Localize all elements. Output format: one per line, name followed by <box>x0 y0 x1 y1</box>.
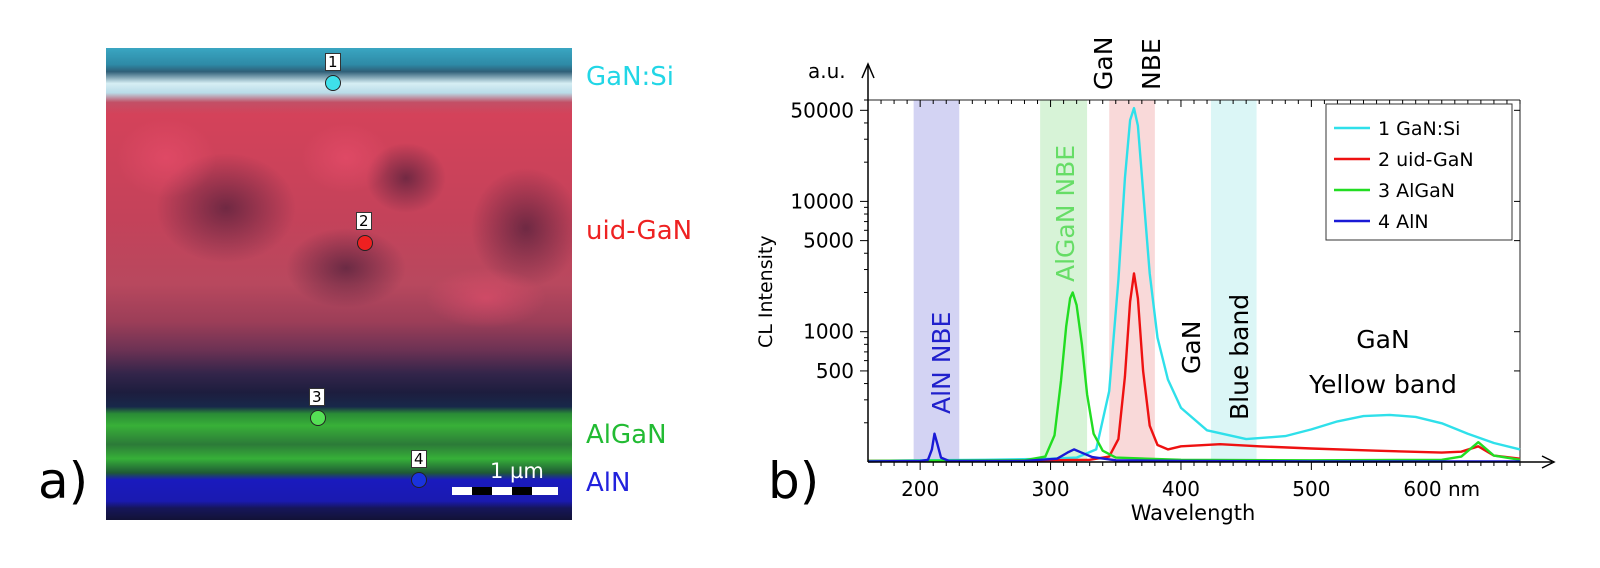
y-tick-label-10000: 10000 <box>790 189 854 213</box>
x-tick-label-300: 300 <box>1031 477 1069 501</box>
marker-2-dot <box>357 235 373 251</box>
legend-label-1: 1 GaN:Si <box>1378 118 1460 140</box>
legend: 1 GaN:Si 2 uid-GaN 3 AlGaN 4 AlN <box>1325 103 1513 241</box>
gan-nbe-annotation-line1: GaN <box>1089 37 1118 90</box>
layer-label-gan-si: GaN:Si <box>586 62 675 92</box>
legend-label-4: 4 AlN <box>1378 211 1429 233</box>
series-line-4 <box>867 432 1520 463</box>
marker-3-label: 3 <box>309 388 325 406</box>
gan-nbe-annotation-line2: NBE <box>1137 38 1166 90</box>
highlight-band-4 <box>1210 100 1257 462</box>
marker-2-label: 2 <box>356 212 372 230</box>
cl-color-map <box>106 48 572 520</box>
algan-nbe-annotation: AlGaN NBE <box>1051 145 1080 282</box>
x-axis-label: Wavelength <box>1131 501 1256 525</box>
y-axis-label: CL Intensity <box>755 235 777 348</box>
highlight-band-1 <box>913 100 960 462</box>
layer-label-algan: AlGaN <box>586 420 667 450</box>
layer-label-aln: AlN <box>586 468 631 498</box>
series-line-1 <box>867 106 1521 463</box>
y-tick-label-500: 500 <box>816 359 854 383</box>
x-tick-label-600: 600 nm <box>1403 477 1480 501</box>
cl-map-image <box>106 48 572 520</box>
panel-a-letter: a) <box>38 452 89 510</box>
y-tick-label-50000: 50000 <box>790 98 854 122</box>
gan-yellow-annotation-line2: Yellow band <box>1308 370 1457 399</box>
series-line-2 <box>868 272 1521 463</box>
panel-b-letter: b) <box>768 452 820 510</box>
scale-bar-label: 1 µm <box>490 459 544 483</box>
gan-yellow-annotation-line1: GaN <box>1356 325 1409 354</box>
gan-blue-annotation-line2: Blue band <box>1225 294 1254 420</box>
y-unit-label: a.u. <box>808 59 846 83</box>
gan-blue-annotation-line1: GaN <box>1177 321 1206 374</box>
aln-nbe-annotation: AlN NBE <box>927 312 956 414</box>
x-tick-label-500: 500 <box>1292 477 1330 501</box>
y-axis-arrow <box>861 62 875 79</box>
scale-bar <box>452 487 558 495</box>
x-axis-arrow <box>1541 455 1556 469</box>
marker-3-dot <box>310 410 326 426</box>
x-tick-label-400: 400 <box>1162 477 1200 501</box>
marker-4-dot <box>411 472 427 488</box>
y-tick-label-1000: 1000 <box>803 320 854 344</box>
legend-label-2: 2 uid-GaN <box>1378 149 1474 171</box>
marker-1-label: 1 <box>325 53 341 71</box>
x-tick-label-200: 200 <box>901 477 939 501</box>
layer-label-uid-gan: uid-GaN <box>586 216 693 246</box>
y-tick-label-5000: 5000 <box>803 229 854 253</box>
series-line-3 <box>867 291 1521 463</box>
legend-label-3: 3 AlGaN <box>1378 180 1455 202</box>
highlight-band-2 <box>1040 100 1088 462</box>
marker-1-dot <box>325 75 341 91</box>
marker-4-label: 4 <box>411 450 427 468</box>
